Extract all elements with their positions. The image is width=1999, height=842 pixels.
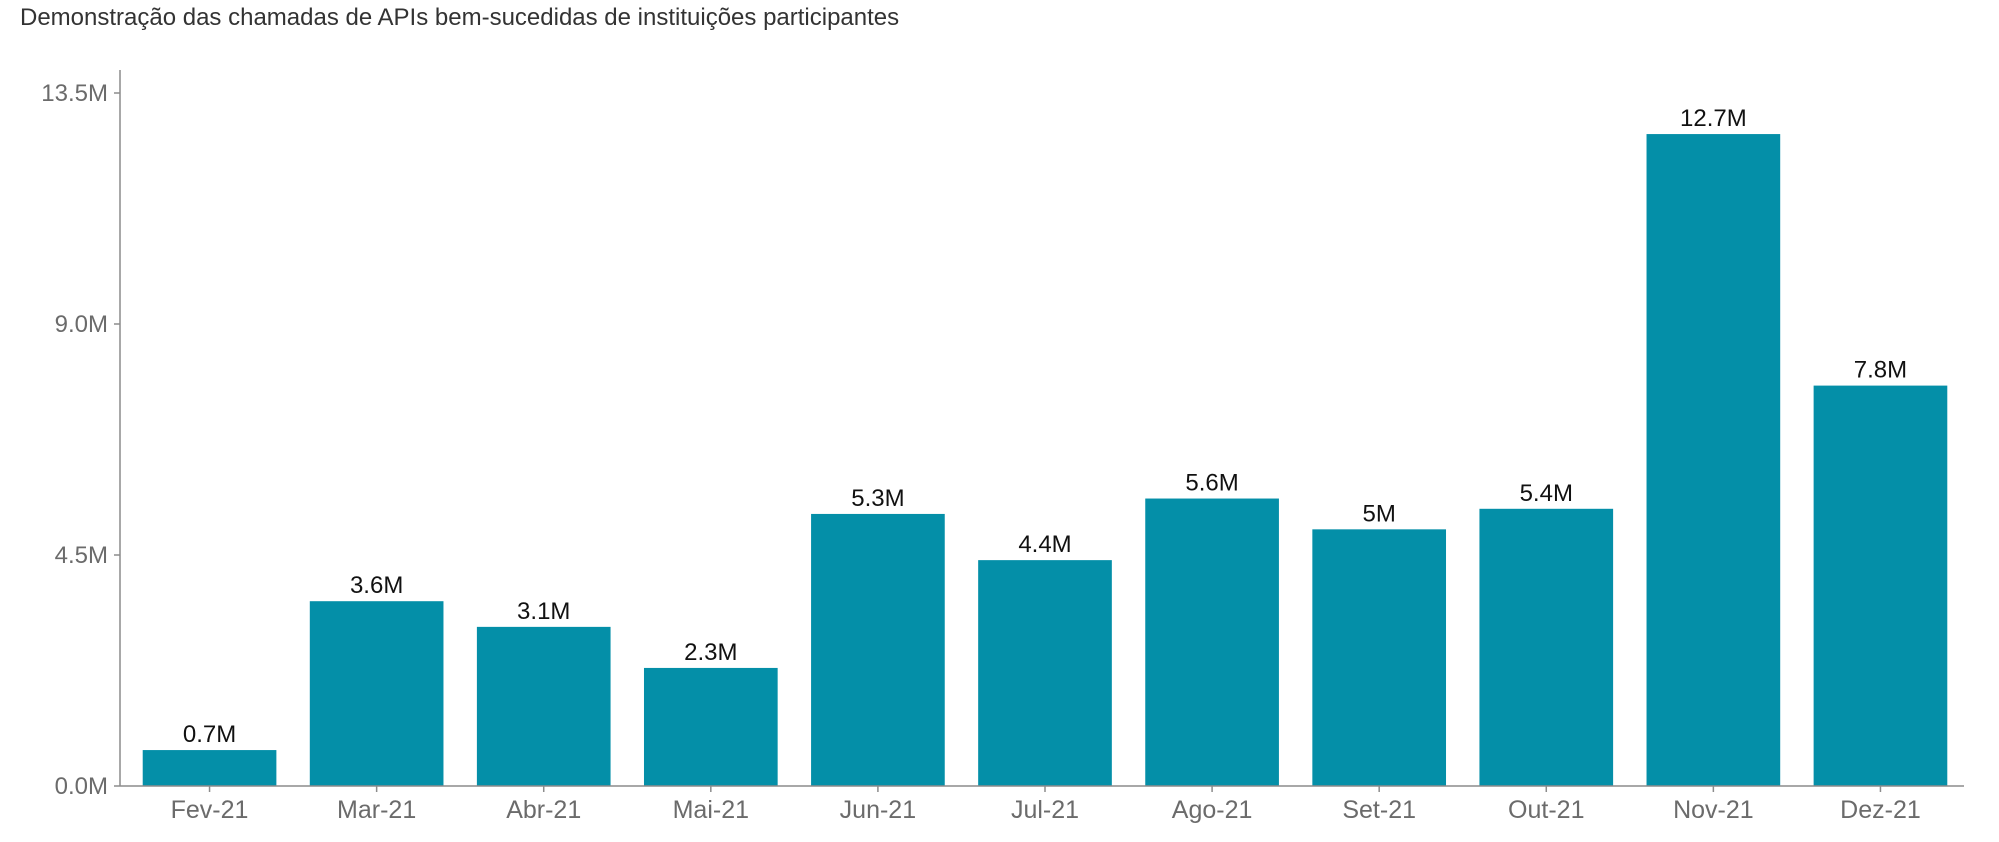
bar-nov-21 [1646, 134, 1781, 787]
bar-abr-21 [476, 626, 611, 786]
bar-mar-21 [309, 601, 444, 786]
x-tick-label: Set-21 [1342, 796, 1416, 824]
y-tick-label: 0.0M [55, 773, 108, 800]
x-tick-label: Nov-21 [1673, 796, 1754, 824]
bar-fev-21 [142, 750, 277, 786]
bar-value-label: 3.1M [517, 598, 570, 625]
bar-value-label: 7.8M [1854, 357, 1907, 384]
y-tick-label: 4.5M [55, 542, 108, 569]
x-tick-label: Mai-21 [673, 796, 749, 824]
bar-value-label: 12.7M [1680, 105, 1747, 132]
bar-ago-21 [1145, 498, 1279, 786]
y-tick-label: 9.0M [55, 311, 108, 338]
bar-value-label: 3.6M [350, 572, 403, 599]
bar-set-21 [1312, 529, 1447, 786]
bar-jul-21 [978, 560, 1112, 786]
x-tick-label: Out-21 [1508, 796, 1584, 824]
y-axis-ticks: 0.0M 4.5M 9.0M 13.5M [41, 80, 120, 800]
x-tick-label: Jun-21 [840, 796, 916, 824]
bar-value-label: 2.3M [684, 639, 737, 666]
chart-title: Demonstração das chamadas de APIs bem-su… [20, 4, 900, 31]
value-labels: 0.7M 3.6M 3.1M 2.3M 5.3M 4.4M 5.6M 5M 5.4M 12.7M 7… [183, 105, 1907, 748]
x-tick-label: Ago-21 [1172, 796, 1253, 824]
bar-dez-21 [1813, 385, 1948, 786]
x-tick-label: Fev-21 [171, 796, 249, 824]
x-axis-ticks: Fev-21 Mar-21 Abr-21 Mai-21 Jun-21 Jul-21 Ago-… [171, 786, 1921, 824]
bar-value-label: 0.7M [183, 721, 236, 748]
bar-value-label: 5.3M [851, 485, 904, 512]
bar-value-label: 5.6M [1185, 470, 1238, 497]
bar-value-label: 5.4M [1520, 480, 1573, 507]
x-tick-label: Dez-21 [1840, 796, 1921, 824]
bars [142, 134, 1948, 787]
x-tick-label: Abr-21 [506, 796, 581, 824]
bar-value-label: 4.4M [1018, 531, 1071, 558]
x-tick-label: Mar-21 [337, 796, 416, 824]
bar-value-label: 5M [1363, 500, 1396, 527]
y-tick-label: 13.5M [41, 80, 108, 107]
bar-jun-21 [811, 513, 945, 786]
bar-out-21 [1479, 508, 1614, 786]
x-tick-label: Jul-21 [1011, 796, 1079, 824]
bar-mai-21 [643, 667, 778, 786]
